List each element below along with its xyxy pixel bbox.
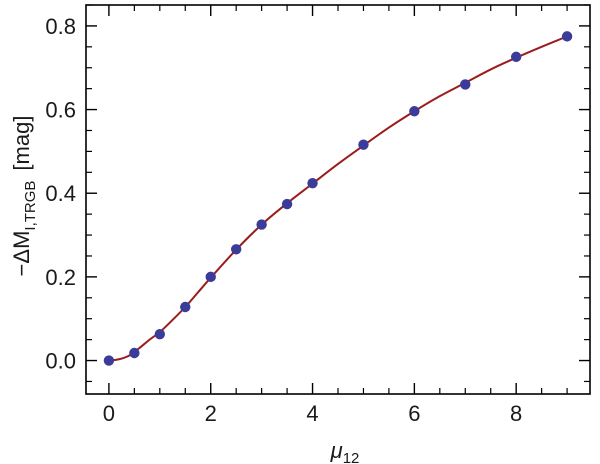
y-tick-label: 0.8 bbox=[45, 14, 76, 39]
data-point bbox=[154, 328, 166, 340]
data-points-group bbox=[103, 31, 573, 366]
major-ticks bbox=[86, 5, 590, 394]
data-point bbox=[307, 177, 318, 189]
data-point bbox=[129, 347, 140, 359]
plot-frame bbox=[85, 4, 591, 395]
y-axis-label-symbol: −ΔM bbox=[9, 231, 34, 277]
data-point bbox=[103, 355, 115, 366]
x-tick-label: 6 bbox=[408, 401, 420, 426]
data-point bbox=[510, 51, 522, 63]
y-axis-label: −ΔMI,TRGB [mag] bbox=[9, 116, 39, 277]
data-point bbox=[561, 31, 573, 42]
x-axis-label: μ12 bbox=[330, 438, 360, 464]
y-axis-label-subscript: I,TRGB bbox=[22, 181, 39, 231]
x-tick-label: 8 bbox=[510, 401, 522, 426]
x-tick-label: 2 bbox=[205, 401, 217, 426]
fit-curve-line bbox=[108, 35, 568, 362]
tick-labels: 0 2 4 6 8 0.0 0.2 0.4 0.6 0.8 bbox=[45, 14, 522, 426]
x-axis-label-symbol: μ bbox=[330, 438, 343, 463]
data-curve-group bbox=[108, 35, 568, 362]
y-tick-label: 0.4 bbox=[45, 181, 76, 206]
data-point bbox=[358, 139, 369, 150]
x-axis-label-subscript: 12 bbox=[343, 450, 360, 464]
y-tick-label: 0.2 bbox=[45, 265, 76, 290]
data-point bbox=[281, 198, 293, 210]
x-tick-label: 4 bbox=[306, 401, 318, 426]
data-point bbox=[256, 219, 267, 230]
data-point bbox=[409, 106, 420, 117]
y-tick-label: 0.6 bbox=[45, 98, 76, 123]
y-tick-label: 0.0 bbox=[45, 349, 76, 374]
y-axis-label-unit: [mag] bbox=[9, 116, 34, 171]
data-point bbox=[460, 79, 471, 90]
data-point bbox=[230, 244, 242, 255]
data-point bbox=[205, 271, 216, 283]
data-point bbox=[180, 301, 191, 313]
minor-ticks bbox=[86, 4, 590, 394]
x-tick-label: 0 bbox=[103, 401, 115, 426]
